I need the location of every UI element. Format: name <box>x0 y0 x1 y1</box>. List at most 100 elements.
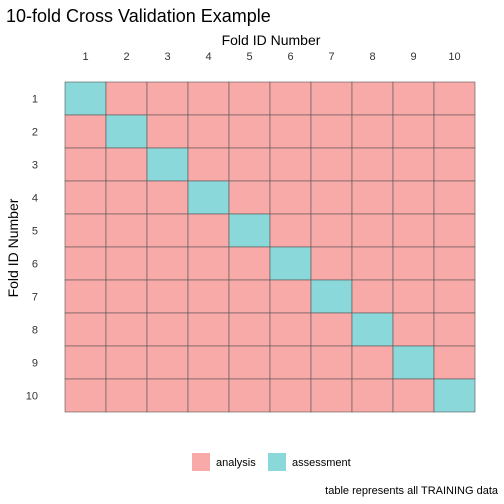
x-tick-label: 4 <box>205 51 211 63</box>
cell-10-10 <box>433 378 476 413</box>
cell-1-9 <box>392 81 435 116</box>
cell-10-8 <box>351 378 394 413</box>
y-tick-label: 1 <box>32 94 38 106</box>
cell-10-1 <box>64 378 107 413</box>
cell-10-4 <box>187 378 230 413</box>
cell-4-5 <box>228 180 271 215</box>
x-axis-title: Fold ID Number <box>222 32 321 48</box>
y-tick-label: 7 <box>32 292 38 304</box>
legend-label-assessment: assessment <box>292 457 351 469</box>
cell-4-4 <box>187 180 230 215</box>
cell-10-5 <box>228 378 271 413</box>
cell-7-2 <box>105 279 148 314</box>
cell-9-7 <box>310 345 353 380</box>
x-tick-label: 10 <box>448 51 460 63</box>
cell-4-9 <box>392 180 435 215</box>
cell-2-8 <box>351 114 394 149</box>
cell-6-8 <box>351 246 394 281</box>
cell-3-7 <box>310 147 353 182</box>
cell-3-6 <box>269 147 312 182</box>
cell-2-3 <box>146 114 189 149</box>
chart-caption: table represents all TRAINING data <box>325 485 499 497</box>
cell-1-1 <box>64 81 107 116</box>
cell-1-7 <box>310 81 353 116</box>
x-tick-label: 3 <box>164 51 170 63</box>
cell-9-5 <box>228 345 271 380</box>
cell-1-2 <box>105 81 148 116</box>
cell-4-6 <box>269 180 312 215</box>
cell-10-6 <box>269 378 312 413</box>
cell-10-3 <box>146 378 189 413</box>
cell-9-1 <box>64 345 107 380</box>
cell-4-3 <box>146 180 189 215</box>
x-tick-label: 2 <box>123 51 129 63</box>
cell-2-5 <box>228 114 271 149</box>
cell-2-10 <box>433 114 476 149</box>
y-tick-label: 5 <box>32 226 38 238</box>
cell-9-6 <box>269 345 312 380</box>
cell-5-6 <box>269 213 312 248</box>
cell-9-8 <box>351 345 394 380</box>
x-tick-label: 1 <box>82 51 88 63</box>
cell-10-7 <box>310 378 353 413</box>
cell-1-3 <box>146 81 189 116</box>
legend-swatch-analysis <box>192 453 210 471</box>
cell-7-3 <box>146 279 189 314</box>
cell-8-10 <box>433 312 476 347</box>
cell-8-1 <box>64 312 107 347</box>
legend-swatch-assessment <box>268 453 286 471</box>
y-tick-label: 2 <box>32 127 38 139</box>
cell-6-9 <box>392 246 435 281</box>
cell-9-10 <box>433 345 476 380</box>
cell-5-2 <box>105 213 148 248</box>
cell-2-6 <box>269 114 312 149</box>
y-tick-label: 3 <box>32 160 38 172</box>
cell-4-2 <box>105 180 148 215</box>
cell-8-2 <box>105 312 148 347</box>
cell-8-8 <box>351 312 394 347</box>
cell-5-1 <box>64 213 107 248</box>
cell-1-8 <box>351 81 394 116</box>
cell-8-6 <box>269 312 312 347</box>
y-tick-label: 8 <box>32 325 38 337</box>
cell-5-4 <box>187 213 230 248</box>
cell-7-7 <box>310 279 353 314</box>
x-tick-label: 5 <box>246 51 252 63</box>
y-tick-label: 6 <box>32 259 38 271</box>
cell-1-4 <box>187 81 230 116</box>
cell-7-5 <box>228 279 271 314</box>
cell-5-8 <box>351 213 394 248</box>
cell-7-1 <box>64 279 107 314</box>
cell-6-7 <box>310 246 353 281</box>
cell-6-1 <box>64 246 107 281</box>
cell-5-10 <box>433 213 476 248</box>
cell-9-2 <box>105 345 148 380</box>
y-axis-title: Fold ID Number <box>5 198 21 297</box>
x-tick-label: 6 <box>287 51 293 63</box>
cell-6-5 <box>228 246 271 281</box>
cell-7-8 <box>351 279 394 314</box>
heatmap-cells <box>64 81 476 413</box>
cell-5-5 <box>228 213 271 248</box>
cell-9-4 <box>187 345 230 380</box>
y-tick-label: 10 <box>26 391 38 403</box>
cell-6-4 <box>187 246 230 281</box>
cell-1-6 <box>269 81 312 116</box>
cell-8-4 <box>187 312 230 347</box>
cell-4-1 <box>64 180 107 215</box>
cell-8-7 <box>310 312 353 347</box>
cell-3-10 <box>433 147 476 182</box>
cell-6-2 <box>105 246 148 281</box>
chart-title: 10-fold Cross Validation Example <box>6 6 271 26</box>
x-tick-label: 7 <box>328 51 334 63</box>
y-tick-label: 9 <box>32 358 38 370</box>
cell-3-2 <box>105 147 148 182</box>
cell-3-4 <box>187 147 230 182</box>
cell-7-10 <box>433 279 476 314</box>
cell-10-9 <box>392 378 435 413</box>
cell-3-8 <box>351 147 394 182</box>
cell-7-9 <box>392 279 435 314</box>
cell-4-7 <box>310 180 353 215</box>
cell-9-9 <box>392 345 435 380</box>
